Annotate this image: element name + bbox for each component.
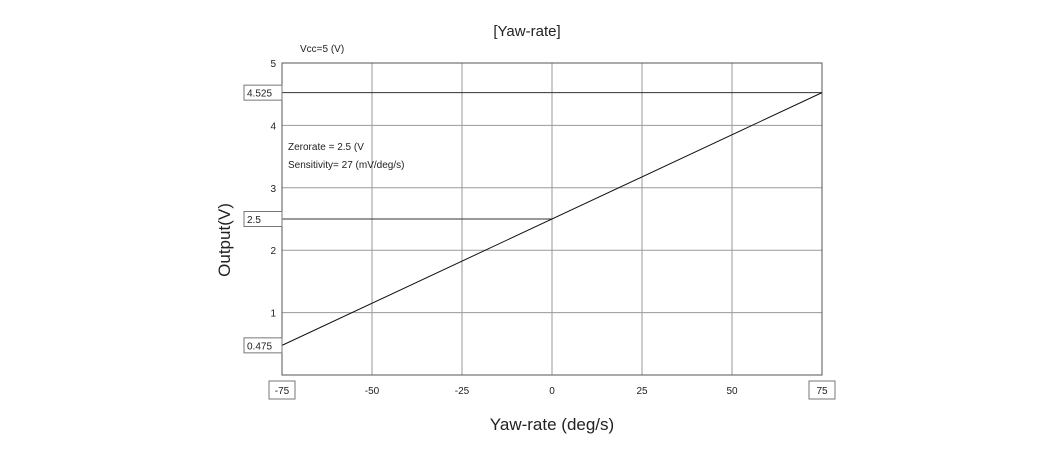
tick-labels: -50 -25 0 25 50 1 2 3 4 5 xyxy=(270,59,738,397)
reference-lines xyxy=(278,92,822,220)
y-value-box-label: 4.525 xyxy=(247,89,272,100)
x-tick-label: -50 xyxy=(365,386,380,397)
y-value-box xyxy=(243,337,283,354)
series-layer xyxy=(281,92,823,346)
y-tick-label: 4 xyxy=(270,121,276,132)
y-tick-label: 2 xyxy=(270,246,276,257)
x-value-box xyxy=(268,380,296,400)
y-tick-label: 3 xyxy=(270,184,276,195)
y-value-box-label: 0.475 xyxy=(247,341,272,352)
x-value-box xyxy=(808,380,836,400)
y-value-box xyxy=(243,211,283,227)
chart-title: [Yaw-rate] xyxy=(493,23,560,40)
x-tick-label: 50 xyxy=(726,386,738,397)
zerorate-annotation: Zerorate = 2.5 (V xyxy=(288,142,364,153)
x-value-box-label: 75 xyxy=(816,386,828,397)
x-axis-label: Yaw-rate (deg/s) xyxy=(490,415,614,434)
x-tick-label: -25 xyxy=(455,386,470,397)
y-tick-label: 5 xyxy=(270,59,276,70)
sensitivity-annotation: Sensitivity= 27 (mV/deg/s) xyxy=(288,160,404,171)
y-value-box xyxy=(243,84,283,101)
y-value-box-label: 2.5 xyxy=(247,215,261,226)
x-tick-label: 25 xyxy=(636,386,648,397)
x-value-box-label: -75 xyxy=(275,386,290,397)
y-tick-label: 1 xyxy=(270,309,276,320)
grid-layer xyxy=(282,63,822,375)
boxed-labels: 4.525 2.5 0.475 -75 75 xyxy=(243,84,836,400)
y-axis-label: Output(V) xyxy=(215,203,234,277)
x-tick-label: 0 xyxy=(549,386,555,397)
series-line xyxy=(281,92,823,346)
vcc-annotation: Vcc=5 (V) xyxy=(300,44,344,55)
